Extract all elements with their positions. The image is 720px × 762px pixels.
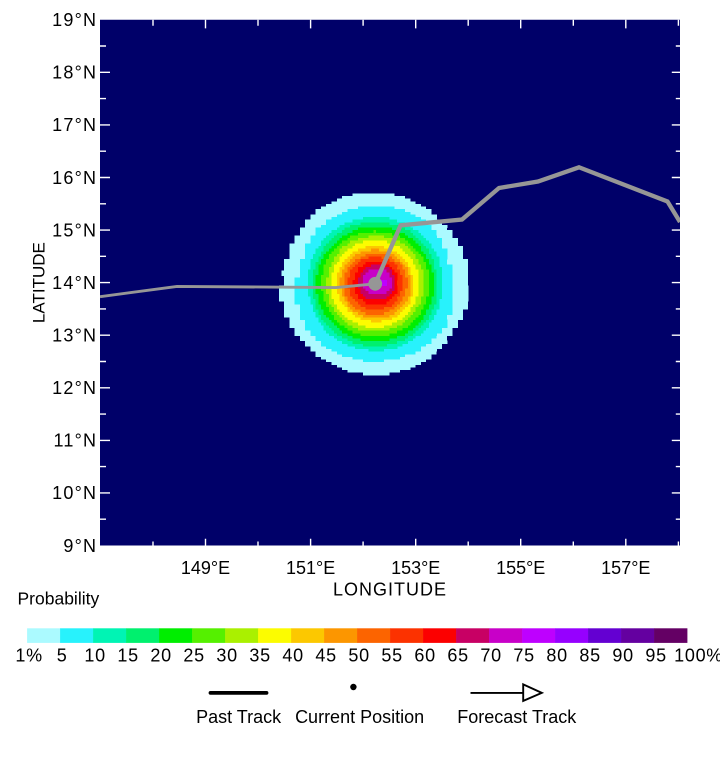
svg-text:13°N: 13°N — [52, 326, 97, 346]
svg-text:LATITUDE: LATITUDE — [29, 242, 48, 323]
svg-text:LONGITUDE: LONGITUDE — [333, 580, 447, 600]
svg-text:95: 95 — [645, 646, 666, 666]
svg-text:19°N: 19°N — [52, 10, 97, 30]
svg-text:90: 90 — [612, 646, 633, 666]
svg-text:75: 75 — [513, 646, 534, 666]
svg-text:15: 15 — [117, 646, 138, 666]
svg-text:Forecast Track: Forecast Track — [457, 707, 577, 727]
svg-text:65: 65 — [447, 646, 468, 666]
svg-text:85: 85 — [579, 646, 600, 666]
svg-text:10°N: 10°N — [52, 483, 97, 503]
svg-text:60: 60 — [414, 646, 435, 666]
svg-text:100%: 100% — [674, 646, 720, 666]
svg-text:17°N: 17°N — [52, 115, 97, 135]
svg-text:20: 20 — [150, 646, 171, 666]
svg-text:18°N: 18°N — [52, 63, 97, 83]
svg-text:35: 35 — [249, 646, 270, 666]
svg-text:40: 40 — [282, 646, 303, 666]
svg-text:25: 25 — [183, 646, 204, 666]
svg-text:Probability: Probability — [18, 588, 100, 608]
svg-text:45: 45 — [315, 646, 336, 666]
svg-text:12°N: 12°N — [52, 378, 97, 398]
svg-text:153°E: 153°E — [391, 558, 440, 578]
svg-text:157°E: 157°E — [601, 558, 650, 578]
svg-text:30: 30 — [216, 646, 237, 666]
svg-text:9°N: 9°N — [63, 536, 97, 556]
svg-text:15°N: 15°N — [52, 220, 97, 240]
svg-text:Past Track: Past Track — [196, 707, 282, 727]
svg-text:14°N: 14°N — [52, 273, 97, 293]
svg-text:151°E: 151°E — [286, 558, 335, 578]
svg-text:5: 5 — [57, 646, 68, 666]
svg-text:55: 55 — [381, 646, 402, 666]
svg-text:155°E: 155°E — [496, 558, 545, 578]
svg-text:50: 50 — [348, 646, 369, 666]
svg-text:70: 70 — [480, 646, 501, 666]
svg-text:16°N: 16°N — [52, 168, 97, 188]
svg-text:Current Position: Current Position — [295, 707, 424, 727]
svg-text:10: 10 — [84, 646, 105, 666]
svg-text:11°N: 11°N — [54, 431, 98, 451]
svg-text:1%: 1% — [15, 646, 42, 666]
svg-text:80: 80 — [546, 646, 567, 666]
svg-text:149°E: 149°E — [181, 558, 230, 578]
